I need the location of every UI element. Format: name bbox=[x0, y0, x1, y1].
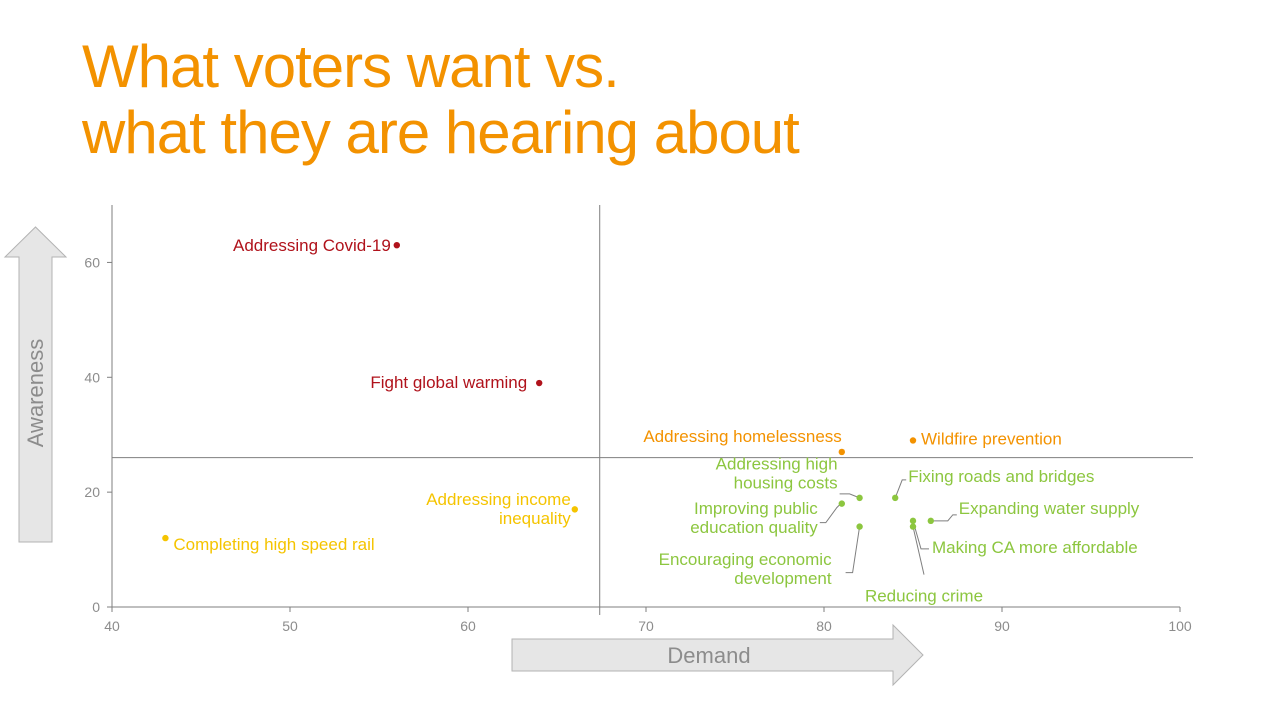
leader-fixing-roads-and-bridges bbox=[894, 479, 907, 499]
point-reducing-crime bbox=[909, 523, 917, 530]
tick-labels: 40 50 60 70 80 90 100 0 20 40 60 bbox=[84, 254, 1191, 634]
label-encouraging-economic-development: Encouraging economic development bbox=[659, 550, 832, 588]
x-axis-title: Demand bbox=[667, 643, 750, 668]
label-wildfire-prevention: Wildfire prevention bbox=[921, 429, 1062, 448]
leader-reducing-crime bbox=[912, 526, 925, 575]
label-completing-high-speed-rail: Completing high speed rail bbox=[173, 535, 374, 554]
point-addressing-homelessness bbox=[838, 448, 845, 456]
y-tick-label: 60 bbox=[84, 254, 100, 270]
point-labels: Addressing Covid-19 Fight global warming A… bbox=[173, 236, 1139, 605]
point-making-ca-more-affordable bbox=[909, 517, 917, 525]
label-fight-global-warming: Fight global warming bbox=[370, 373, 527, 392]
axis-arrows bbox=[3, 226, 924, 687]
demand-arrow bbox=[511, 623, 924, 687]
slide-title: What voters want vs. what they are heari… bbox=[82, 33, 800, 166]
leader-encouraging-economic-development bbox=[845, 526, 861, 574]
y-tick-label: 40 bbox=[84, 369, 100, 385]
point-improving-public-education-quality bbox=[838, 500, 845, 507]
point-completing-high-speed-rail bbox=[162, 534, 169, 542]
chart-axes bbox=[107, 205, 1193, 615]
x-tick-label: 40 bbox=[104, 618, 120, 634]
awareness-arrow bbox=[3, 226, 68, 543]
label-addressing-homelessness: Addressing homelessness bbox=[643, 427, 841, 446]
label-addressing-covid-19: Addressing Covid-19 bbox=[233, 236, 391, 255]
x-tick-label: 80 bbox=[816, 618, 832, 634]
label-reducing-crime: Reducing crime bbox=[865, 587, 983, 606]
leader-improving-public-education-quality bbox=[819, 503, 842, 524]
point-encouraging-economic-development bbox=[856, 523, 863, 530]
x-tick-label: 100 bbox=[1168, 618, 1192, 634]
x-tick-label: 70 bbox=[638, 618, 654, 634]
point-fixing-roads-and-bridges bbox=[892, 494, 899, 502]
point-addressing-high-housing-costs bbox=[856, 494, 863, 502]
x-tick-label: 50 bbox=[282, 618, 298, 634]
label-addressing-income-inequality: Addressing income inequality bbox=[426, 490, 571, 528]
leader-addressing-high-housing-costs bbox=[839, 493, 860, 499]
point-wildfire-prevention bbox=[909, 437, 917, 444]
label-expanding-water-supply: Expanding water supply bbox=[959, 499, 1140, 518]
x-tick-label: 60 bbox=[460, 618, 476, 634]
leader-lines bbox=[819, 479, 957, 575]
data-points bbox=[162, 242, 934, 542]
point-addressing-income-inequality bbox=[571, 506, 578, 513]
y-tick-label: 20 bbox=[84, 484, 100, 500]
point-expanding-water-supply bbox=[927, 517, 934, 525]
leader-expanding-water-supply bbox=[930, 514, 957, 522]
title-line-2: what they are hearing about bbox=[82, 99, 800, 166]
label-addressing-high-housing-costs: Addressing high housing costs bbox=[716, 454, 838, 492]
label-fixing-roads-and-bridges: Fixing roads and bridges bbox=[908, 467, 1094, 486]
point-addressing-covid-19 bbox=[393, 242, 400, 249]
title-line-1: What voters want vs. bbox=[82, 33, 620, 100]
label-making-ca-more-affordable: Making CA more affordable bbox=[932, 538, 1138, 557]
leader-making-ca-more-affordable bbox=[912, 520, 929, 550]
y-axis-title: Awareness bbox=[23, 339, 48, 447]
y-tick-label: 0 bbox=[92, 599, 100, 615]
x-tick-label: 90 bbox=[994, 618, 1010, 634]
label-improving-public-education-quality: Improving public education quality bbox=[690, 499, 818, 537]
point-fight-global-warming bbox=[536, 379, 543, 387]
